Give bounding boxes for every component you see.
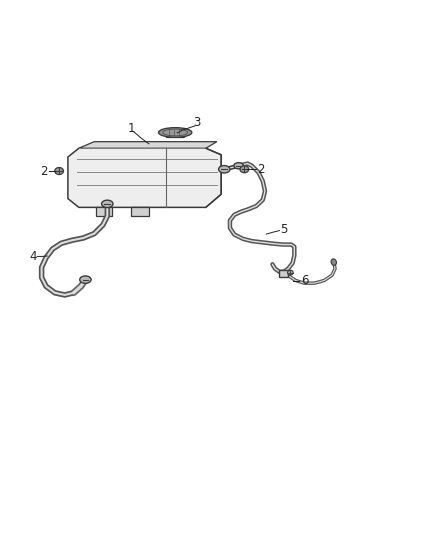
FancyBboxPatch shape <box>279 270 288 278</box>
Ellipse shape <box>102 200 113 207</box>
Ellipse shape <box>80 276 91 284</box>
Ellipse shape <box>234 163 244 169</box>
Polygon shape <box>68 148 221 207</box>
Polygon shape <box>79 142 217 148</box>
Ellipse shape <box>55 167 64 174</box>
Text: 1: 1 <box>127 122 135 135</box>
Text: 4: 4 <box>29 250 37 263</box>
Text: 6: 6 <box>300 274 308 287</box>
Ellipse shape <box>331 259 336 265</box>
Text: 3: 3 <box>194 116 201 130</box>
Text: 5: 5 <box>280 223 287 236</box>
Polygon shape <box>131 207 149 216</box>
Text: 2: 2 <box>257 163 265 176</box>
Polygon shape <box>166 133 184 138</box>
Ellipse shape <box>219 166 230 173</box>
Ellipse shape <box>159 128 192 138</box>
Ellipse shape <box>287 270 293 275</box>
Text: 2: 2 <box>40 165 48 177</box>
Ellipse shape <box>240 166 249 173</box>
Polygon shape <box>96 207 112 216</box>
